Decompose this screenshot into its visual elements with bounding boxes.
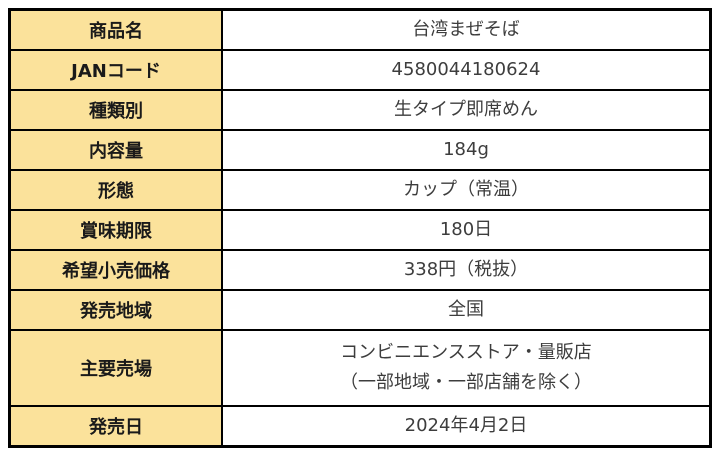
table-row-shelf-life: 賞味期限 180日 (8, 209, 712, 251)
table-row-release-date: 発売日 2024年4月2日 (8, 405, 712, 448)
spec-value-shelf-life: 180日 (221, 209, 712, 251)
spec-value-release-date: 2024年4月2日 (221, 405, 712, 448)
spec-value-net-content: 184g (221, 129, 712, 171)
table-row-format: 形態 カップ（常温） (8, 169, 712, 211)
spec-label-sales-area: 発売地域 (8, 289, 223, 331)
spec-label-shelf-life: 賞味期限 (8, 209, 223, 251)
spec-value-product-name: 台湾まぜそば (221, 8, 712, 51)
spec-value-jan-code: 4580044180624 (221, 49, 712, 91)
table-row-net-content: 内容量 184g (8, 129, 712, 171)
spec-value-category: 生タイプ即席めん (221, 89, 712, 131)
spec-label-net-content: 内容量 (8, 129, 223, 171)
spec-value-format: カップ（常温） (221, 169, 712, 211)
spec-value-sales-area: 全国 (221, 289, 712, 331)
table-row-main-outlets: 主要売場 コンビニエンスストア・量販店 （一部地域・一部店舗を除く） (8, 329, 712, 407)
spec-label-retail-price: 希望小売価格 (8, 249, 223, 291)
spec-label-release-date: 発売日 (8, 405, 223, 448)
table-row-product-name: 商品名 台湾まぜそば (8, 8, 712, 51)
spec-label-format: 形態 (8, 169, 223, 211)
spec-label-category: 種類別 (8, 89, 223, 131)
spec-label-main-outlets: 主要売場 (8, 329, 223, 407)
spec-label-product-name: 商品名 (8, 8, 223, 51)
table-row-category: 種類別 生タイプ即席めん (8, 89, 712, 131)
table-row-sales-area: 発売地域 全国 (8, 289, 712, 331)
spec-value-main-outlets: コンビニエンスストア・量販店 （一部地域・一部店舗を除く） (221, 329, 712, 407)
spec-label-jan-code: JANコード (8, 49, 223, 91)
spec-value-retail-price: 338円（税抜） (221, 249, 712, 291)
table-row-jan-code: JANコード 4580044180624 (8, 49, 712, 91)
product-spec-table: 商品名 台湾まぜそば JANコード 4580044180624 種類別 生タイプ… (8, 8, 712, 448)
table-row-retail-price: 希望小売価格 338円（税抜） (8, 249, 712, 291)
